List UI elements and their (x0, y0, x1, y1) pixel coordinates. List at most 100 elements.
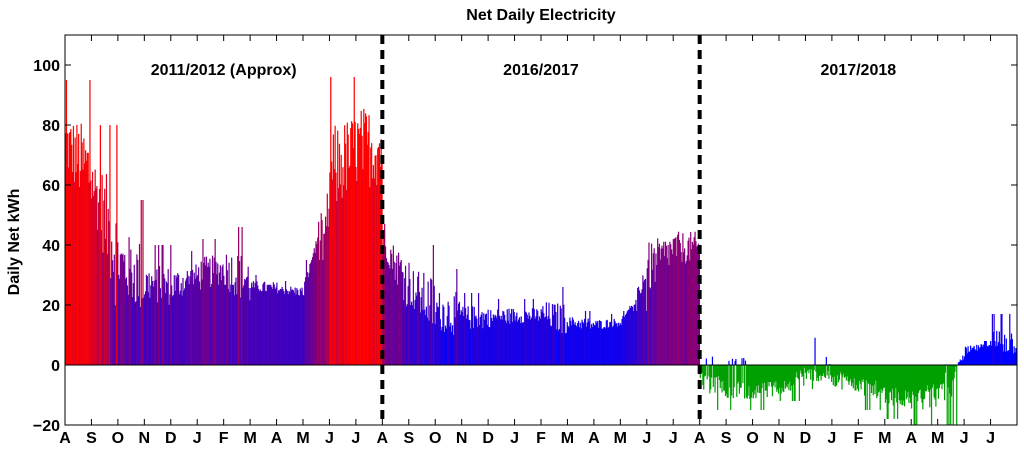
daily-bar (396, 255, 398, 365)
daily-bar (134, 302, 136, 365)
daily-bar (850, 365, 852, 379)
daily-bar (708, 365, 710, 377)
daily-bar (599, 320, 601, 365)
daily-bar (623, 311, 625, 365)
daily-bar (111, 241, 113, 365)
daily-bar (456, 269, 458, 365)
daily-bar (102, 252, 104, 365)
daily-bar (516, 312, 518, 365)
daily-bar (1003, 334, 1006, 365)
daily-bar (88, 182, 90, 365)
daily-bar (323, 233, 325, 365)
daily-bar (696, 246, 698, 365)
daily-bar (759, 365, 761, 394)
daily-bar (276, 282, 278, 365)
daily-bar (333, 168, 335, 365)
daily-bar (327, 226, 329, 365)
daily-bar (74, 137, 76, 365)
daily-bar (769, 365, 771, 383)
daily-bar (295, 294, 297, 365)
daily-bar (73, 181, 75, 365)
daily-bar (70, 129, 72, 365)
daily-bar (161, 245, 163, 365)
daily-bar (525, 312, 528, 365)
daily-bar (348, 167, 350, 365)
daily-bar (182, 277, 184, 365)
daily-bar (627, 310, 629, 365)
daily-bar (191, 251, 193, 365)
daily-bar (577, 322, 579, 365)
daily-bar (1003, 351, 1005, 365)
daily-bar (264, 281, 266, 365)
daily-bar (822, 365, 824, 376)
daily-bar (580, 328, 582, 365)
daily-bar (394, 279, 396, 365)
daily-bar (280, 289, 282, 365)
daily-bar (825, 356, 827, 365)
daily-bar (687, 240, 689, 365)
daily-bar (598, 320, 601, 365)
daily-bar (896, 365, 898, 403)
daily-bar (619, 323, 621, 365)
daily-bar (377, 148, 379, 365)
daily-bar (797, 365, 800, 380)
daily-bar (787, 365, 789, 384)
daily-bar (360, 110, 362, 365)
daily-bar (518, 317, 521, 365)
daily-bar (724, 365, 726, 391)
daily-bar (617, 326, 619, 365)
x-month-label: A (694, 430, 706, 447)
daily-bar (344, 125, 346, 366)
daily-bar (361, 135, 363, 365)
daily-bar (995, 346, 997, 365)
x-month-label: A (271, 430, 283, 447)
daily-bar (946, 365, 948, 425)
daily-bar (934, 365, 936, 400)
daily-bar (159, 288, 161, 365)
daily-bar (703, 365, 705, 390)
daily-bar (298, 295, 301, 365)
daily-bar (279, 288, 281, 365)
daily-bar (218, 272, 221, 365)
daily-bar (326, 193, 328, 365)
daily-bar (200, 261, 202, 365)
daily-bar (784, 365, 786, 381)
daily-bar (602, 328, 604, 365)
daily-bar (190, 270, 192, 365)
daily-bar (584, 311, 587, 365)
daily-bar (342, 167, 344, 365)
daily-bar (163, 273, 165, 365)
daily-bar (576, 326, 578, 365)
daily-bar (304, 277, 307, 365)
daily-bar (481, 312, 483, 365)
daily-bar (499, 319, 501, 365)
daily-bar (533, 308, 535, 365)
x-month-label: N (139, 430, 151, 447)
daily-bar (71, 144, 73, 365)
daily-bar (534, 318, 536, 365)
daily-bar (901, 365, 903, 406)
daily-bar (999, 343, 1001, 365)
bars-group (65, 77, 1018, 425)
daily-bar (831, 365, 834, 378)
daily-bar (277, 293, 279, 365)
daily-bar (621, 318, 623, 365)
daily-bar (147, 292, 149, 365)
daily-bar (176, 277, 178, 365)
x-month-label: M (561, 430, 574, 447)
daily-bar (737, 365, 739, 384)
daily-bar (526, 314, 528, 365)
daily-bar (837, 365, 839, 376)
daily-bar (194, 279, 196, 365)
daily-bar (650, 243, 653, 365)
daily-bar (544, 317, 546, 365)
daily-bar (541, 311, 543, 365)
daily-bar (139, 306, 141, 365)
daily-bar (188, 284, 190, 365)
daily-bar (655, 253, 657, 365)
daily-bar (252, 281, 255, 365)
daily-bar (913, 365, 915, 425)
daily-bar (584, 318, 586, 365)
daily-bar (601, 328, 603, 365)
daily-bar (104, 238, 107, 365)
